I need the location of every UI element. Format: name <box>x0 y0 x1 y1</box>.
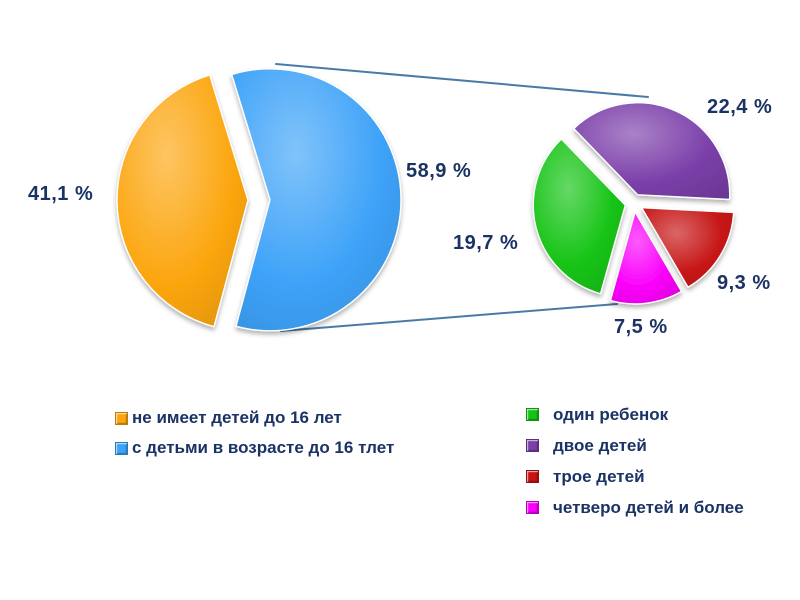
data-label-four-plus-children: 7,5 % <box>614 316 668 338</box>
legend-item-two-children: двое детей <box>526 430 744 461</box>
legend-swatch-purple-icon <box>526 439 539 452</box>
pie-slice-main-0 <box>231 68 402 332</box>
legend-main-pie: не имеет детей до 16 лет с детьми в возр… <box>115 403 394 463</box>
legend-swatch-blue-icon <box>115 441 128 455</box>
data-label-two-children: 22,4 % <box>707 96 773 118</box>
legend-item-label: не имеет детей до 16 лет <box>132 408 342 427</box>
legend-item-label: двое детей <box>553 435 647 455</box>
data-label-with-children: 58,9 % <box>406 160 472 182</box>
data-label-three-children: 9,3 % <box>717 272 771 294</box>
pie-slice-secondary-3 <box>532 138 626 295</box>
data-label-one-child: 19,7 % <box>453 232 519 254</box>
pie-slice-secondary-1 <box>641 207 735 288</box>
legend-swatch-green-icon <box>526 408 539 421</box>
legend-item-three-children: трое детей <box>526 461 744 492</box>
pie-slice-main-1 <box>116 74 249 328</box>
legend-item-label: один ребенок <box>553 404 669 424</box>
legend-swatch-red-icon <box>526 470 539 483</box>
legend-swatch-orange-icon <box>115 411 128 425</box>
legend-item-with-children: с детьми в возрасте до 16 тлет <box>115 433 394 463</box>
data-label-no-children: 41,1 % <box>28 183 94 205</box>
legend-secondary-pie: один ребенок двое детей трое детей четве… <box>526 399 744 523</box>
connector-line-0 <box>275 63 649 98</box>
legend-item-label: четверо детей и более <box>553 497 744 517</box>
legend-item-no-children: не имеет детей до 16 лет <box>115 403 394 433</box>
pie-slice-secondary-2 <box>609 211 683 305</box>
legend-swatch-magenta-icon <box>526 501 539 514</box>
legend-item-four-plus-children: четверо детей и более <box>526 492 744 523</box>
pie-secondary <box>532 102 735 305</box>
connector-line-1 <box>280 303 618 332</box>
legend-item-label: трое детей <box>553 466 645 486</box>
legend-item-label: с детьми в возрасте до 16 тлет <box>132 438 395 457</box>
pie-slice-secondary-0 <box>573 102 731 201</box>
pie-main <box>116 68 402 332</box>
legend-item-one-child: один ребенок <box>526 399 744 430</box>
